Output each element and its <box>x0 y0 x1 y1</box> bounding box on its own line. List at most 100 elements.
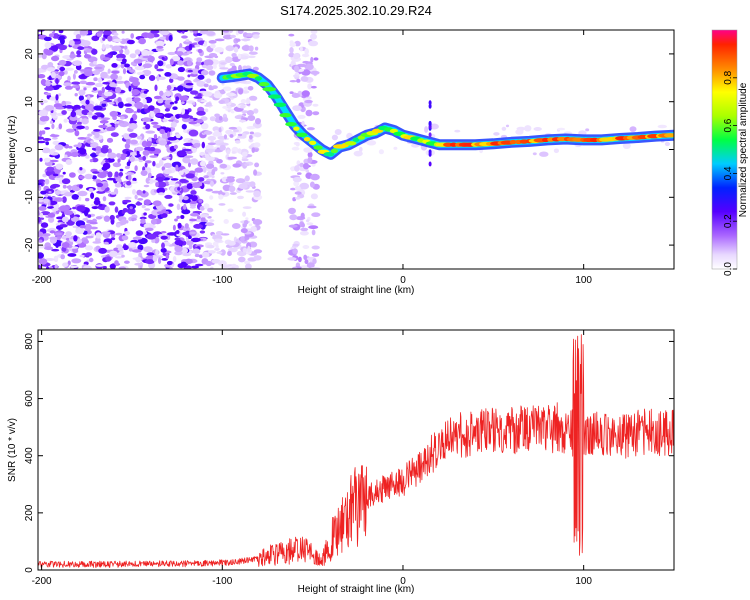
spectrogram-cell <box>80 40 91 47</box>
spectrogram-cell <box>74 93 78 97</box>
spectrogram-cell <box>145 123 151 130</box>
spectrogram-cell <box>249 135 253 140</box>
spectrogram-cell <box>185 173 195 179</box>
spectrogram-cell <box>71 81 81 85</box>
spectrogram-cell <box>208 70 216 76</box>
spectrogram-cell <box>122 68 127 75</box>
spectrogram-cell <box>120 61 127 65</box>
spectrogram-cell <box>245 217 249 221</box>
spectrogram-cell <box>38 136 44 140</box>
spectrogram-cell <box>291 146 300 151</box>
spectrogram-cell <box>300 227 309 232</box>
spectrogram-cell <box>103 91 113 97</box>
spectrogram-cell <box>101 231 111 235</box>
spectrogram-cell <box>190 68 200 75</box>
colorbar-tick-label: 0.0 <box>723 262 734 276</box>
spectrogram-cell <box>38 206 47 211</box>
spectrogram-cell <box>44 41 52 49</box>
spectrogram-cell <box>176 150 187 157</box>
spectrogram-cell <box>242 32 248 38</box>
spectrogram-cell <box>124 45 128 50</box>
spectrogram-cell <box>59 224 68 228</box>
spectrogram-cell <box>152 124 161 129</box>
colorbar: 0.0 0.2 0.4 0.6 0.8 Normalized spectral ampl… <box>711 29 749 276</box>
spectrogram-cell <box>85 99 90 105</box>
spectrogram-cell <box>170 116 176 120</box>
spectrogram-cell <box>51 45 59 52</box>
spectrogram-cell <box>202 91 213 97</box>
spectrogram-cell <box>248 45 254 52</box>
spectrogram-cell <box>84 54 92 59</box>
spectrogram-cell <box>40 190 47 195</box>
spectrogram-cell <box>229 62 235 67</box>
spectrogram-cell <box>107 152 117 159</box>
spectrogram-cell <box>95 264 104 267</box>
spectrogram-cell <box>241 45 251 51</box>
spectrogram-cell <box>117 101 124 109</box>
spectrogram-cell <box>58 44 67 51</box>
spectrogram-cell <box>71 258 82 264</box>
spectrogram-cell <box>111 45 122 52</box>
spectrogram-cell <box>190 158 199 165</box>
spectrogram-cell <box>150 218 157 225</box>
spectrogram-cell <box>126 161 131 167</box>
spectrogram-cell <box>44 193 49 198</box>
spectrogram-cell <box>168 153 173 161</box>
spectrogram-cell <box>54 144 64 151</box>
spectrogram-cell <box>125 138 131 145</box>
spectrogram-cell <box>152 200 162 207</box>
spectrogram-cell <box>200 160 206 167</box>
spectrogram-cell <box>585 128 590 132</box>
spectrogram-cell <box>51 123 55 130</box>
spectrogram-cell <box>241 151 248 157</box>
spectrogram-cell <box>124 196 132 200</box>
spectrogram-cell <box>54 264 58 269</box>
spectrogram-cell <box>299 265 309 269</box>
spectrogram-cell <box>205 148 216 153</box>
spectrogram-x-tick-label: -200 <box>32 275 52 286</box>
snr-y-tick-label: 400 <box>24 447 35 464</box>
spectrogram-cell <box>42 173 47 178</box>
spectrogram-cell <box>310 193 318 200</box>
spectrogram-cell <box>144 162 148 168</box>
spectrogram-cell <box>62 262 69 268</box>
spectrogram-cell <box>54 177 64 181</box>
spectrogram-cell <box>240 104 246 109</box>
spectrogram-cell <box>85 235 94 239</box>
ridge-cell <box>296 132 308 137</box>
spectrogram-cell <box>79 254 85 258</box>
spectrogram-cell <box>107 171 113 178</box>
spectrogram-cell <box>242 65 248 70</box>
spectrogram-cell <box>218 260 227 267</box>
spectrogram-y-tick-label: 0 <box>24 146 35 152</box>
spectrogram-y-tick-label: 10 <box>24 96 35 108</box>
spectrogram-cell <box>78 89 86 96</box>
spectrogram-cell <box>38 216 41 223</box>
spectrogram-cell <box>184 155 194 158</box>
spectrogram-cell <box>128 209 132 214</box>
spectrogram-cell <box>185 39 190 42</box>
spectrogram-cell <box>183 142 193 147</box>
spectrogram-cell <box>251 31 260 36</box>
spectrogram-cell <box>161 242 165 249</box>
spectrogram-cell <box>353 150 363 157</box>
spectrogram-cell <box>307 205 317 209</box>
spectrogram-cell <box>137 198 144 201</box>
spectrogram-cell <box>139 216 147 220</box>
spectrogram-cell <box>58 93 62 97</box>
spectrogram-cell <box>102 196 107 202</box>
spectrogram-cell <box>128 248 133 252</box>
spectrogram-cell <box>248 51 258 55</box>
snr-x-tick-label: 0 <box>400 576 406 587</box>
spectrogram-cell <box>97 77 102 83</box>
spectrogram-cell <box>103 30 112 36</box>
spectrogram-cell <box>108 201 116 206</box>
spectrogram-cell <box>87 133 93 137</box>
spectrogram-cell <box>143 90 148 94</box>
spectrogram-cell <box>180 101 185 104</box>
spectrogram-cell <box>237 53 241 60</box>
spectrogram-cell <box>38 258 48 265</box>
ridge-cell <box>268 94 282 99</box>
snr-y-tick-label: 600 <box>24 390 35 407</box>
